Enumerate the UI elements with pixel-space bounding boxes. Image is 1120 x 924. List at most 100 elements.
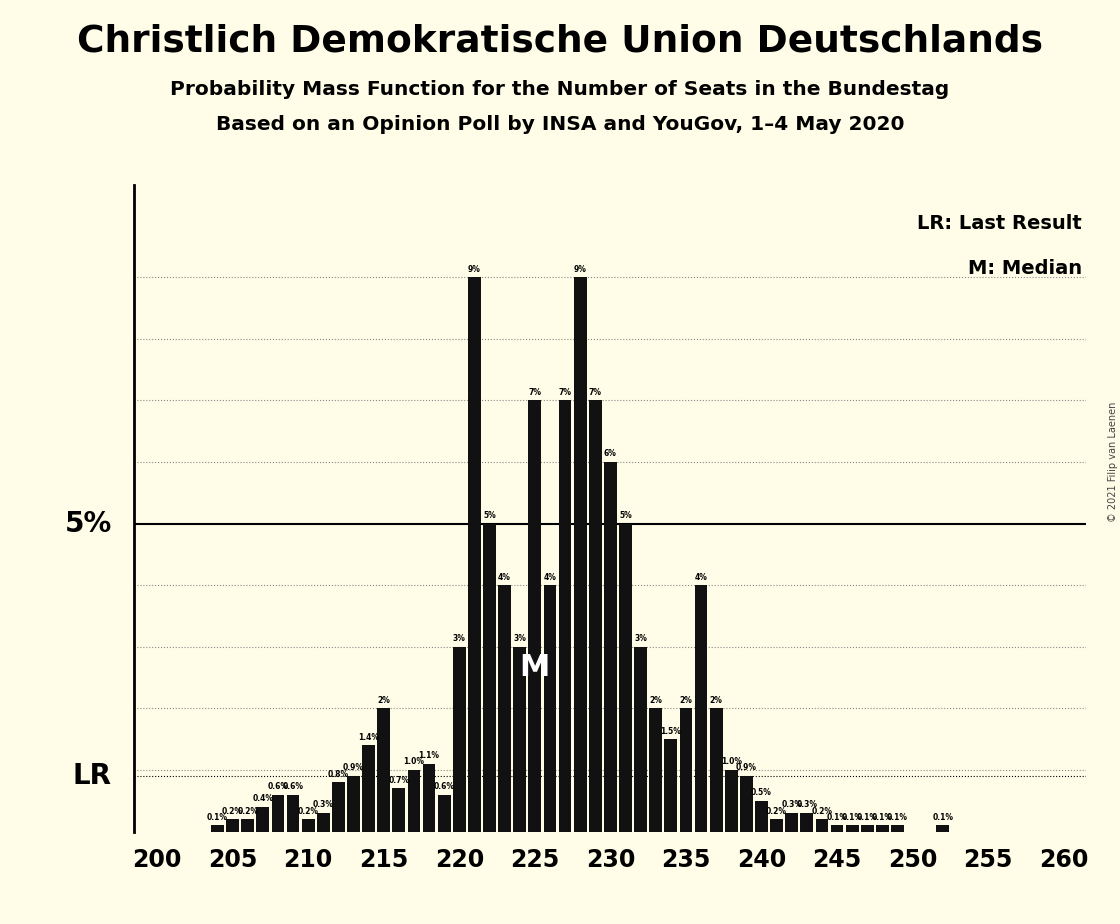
Text: 0.3%: 0.3% bbox=[782, 800, 802, 809]
Text: 0.9%: 0.9% bbox=[343, 763, 364, 772]
Bar bbox=[710, 709, 722, 832]
Bar bbox=[347, 776, 360, 832]
Bar bbox=[543, 585, 557, 832]
Bar bbox=[362, 746, 375, 832]
Bar bbox=[815, 820, 829, 832]
Text: LR: LR bbox=[73, 762, 112, 790]
Bar bbox=[650, 709, 662, 832]
Text: 0.2%: 0.2% bbox=[222, 807, 243, 816]
Text: 0.1%: 0.1% bbox=[871, 813, 893, 821]
Bar bbox=[452, 647, 466, 832]
Text: 6%: 6% bbox=[604, 449, 617, 458]
Text: 9%: 9% bbox=[468, 264, 480, 274]
Text: 4%: 4% bbox=[694, 573, 708, 581]
Text: 0.2%: 0.2% bbox=[237, 807, 259, 816]
Text: 0.1%: 0.1% bbox=[207, 813, 228, 821]
Text: 5%: 5% bbox=[619, 511, 632, 520]
Text: 0.7%: 0.7% bbox=[389, 776, 410, 784]
Bar bbox=[680, 709, 692, 832]
Bar bbox=[301, 820, 315, 832]
Text: 7%: 7% bbox=[529, 388, 541, 396]
Bar bbox=[936, 825, 950, 832]
Bar bbox=[377, 709, 390, 832]
Text: Based on an Opinion Poll by INSA and YouGov, 1–4 May 2020: Based on an Opinion Poll by INSA and You… bbox=[216, 116, 904, 135]
Bar bbox=[483, 524, 496, 832]
Text: 1.5%: 1.5% bbox=[661, 726, 681, 736]
Text: 5%: 5% bbox=[483, 511, 496, 520]
Text: 3%: 3% bbox=[513, 634, 526, 643]
Bar bbox=[694, 585, 708, 832]
Text: 0.6%: 0.6% bbox=[282, 782, 304, 791]
Text: 0.1%: 0.1% bbox=[932, 813, 953, 821]
Bar bbox=[287, 795, 299, 832]
Text: 4%: 4% bbox=[498, 573, 511, 581]
Bar bbox=[831, 825, 843, 832]
Text: 0.3%: 0.3% bbox=[312, 800, 334, 809]
Text: 1.4%: 1.4% bbox=[358, 733, 380, 742]
Bar bbox=[317, 813, 329, 832]
Bar bbox=[408, 770, 420, 832]
Text: 3%: 3% bbox=[452, 634, 466, 643]
Bar bbox=[422, 764, 436, 832]
Bar bbox=[573, 277, 587, 832]
Bar bbox=[771, 820, 783, 832]
Text: 2%: 2% bbox=[710, 696, 722, 705]
Bar bbox=[725, 770, 738, 832]
Text: 3%: 3% bbox=[634, 634, 647, 643]
Text: 9%: 9% bbox=[573, 264, 587, 274]
Text: M: Median: M: Median bbox=[968, 259, 1082, 278]
Bar bbox=[785, 813, 799, 832]
Text: 2%: 2% bbox=[650, 696, 662, 705]
Bar bbox=[332, 783, 345, 832]
Text: 4%: 4% bbox=[543, 573, 557, 581]
Text: Probability Mass Function for the Number of Seats in the Bundestag: Probability Mass Function for the Number… bbox=[170, 80, 950, 100]
Bar bbox=[392, 788, 405, 832]
Text: 0.1%: 0.1% bbox=[887, 813, 908, 821]
Bar bbox=[634, 647, 647, 832]
Text: 0.1%: 0.1% bbox=[827, 813, 848, 821]
Text: 0.9%: 0.9% bbox=[736, 763, 757, 772]
Text: 0.1%: 0.1% bbox=[857, 813, 878, 821]
Text: 0.8%: 0.8% bbox=[328, 770, 349, 779]
Bar bbox=[529, 400, 541, 832]
Bar bbox=[589, 400, 601, 832]
Bar bbox=[664, 739, 678, 832]
Bar bbox=[801, 813, 813, 832]
Text: 0.2%: 0.2% bbox=[298, 807, 319, 816]
Text: 5%: 5% bbox=[65, 510, 112, 538]
Bar bbox=[468, 277, 480, 832]
Bar bbox=[498, 585, 511, 832]
Bar bbox=[892, 825, 904, 832]
Bar bbox=[619, 524, 632, 832]
Text: 7%: 7% bbox=[559, 388, 571, 396]
Text: 0.3%: 0.3% bbox=[796, 800, 818, 809]
Bar bbox=[271, 795, 284, 832]
Bar bbox=[211, 825, 224, 832]
Text: 1.0%: 1.0% bbox=[721, 758, 741, 766]
Text: 0.5%: 0.5% bbox=[752, 788, 772, 797]
Bar bbox=[846, 825, 859, 832]
Text: 2%: 2% bbox=[680, 696, 692, 705]
Text: 0.1%: 0.1% bbox=[841, 813, 862, 821]
Text: LR: Last Result: LR: Last Result bbox=[917, 213, 1082, 233]
Text: M: M bbox=[520, 653, 550, 682]
Bar bbox=[513, 647, 526, 832]
Bar bbox=[740, 776, 753, 832]
Bar bbox=[226, 820, 239, 832]
Bar bbox=[256, 807, 269, 832]
Text: 0.2%: 0.2% bbox=[812, 807, 832, 816]
Bar bbox=[604, 462, 617, 832]
Bar bbox=[438, 795, 450, 832]
Bar bbox=[755, 801, 768, 832]
Text: 2%: 2% bbox=[377, 696, 390, 705]
Bar bbox=[876, 825, 889, 832]
Text: Christlich Demokratische Union Deutschlands: Christlich Demokratische Union Deutschla… bbox=[77, 23, 1043, 59]
Text: 1.0%: 1.0% bbox=[403, 758, 424, 766]
Bar bbox=[559, 400, 571, 832]
Text: 0.6%: 0.6% bbox=[268, 782, 289, 791]
Text: 7%: 7% bbox=[589, 388, 601, 396]
Text: 0.4%: 0.4% bbox=[252, 795, 273, 803]
Text: 0.2%: 0.2% bbox=[766, 807, 787, 816]
Text: 0.6%: 0.6% bbox=[433, 782, 455, 791]
Bar bbox=[241, 820, 254, 832]
